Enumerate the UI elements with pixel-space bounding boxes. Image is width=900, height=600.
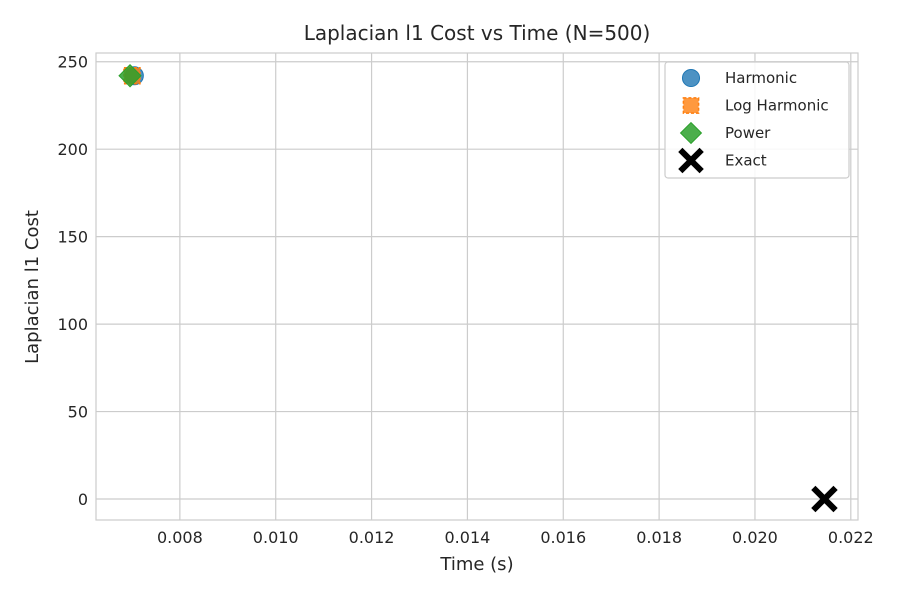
legend-label: Harmonic: [725, 69, 797, 87]
x-tick-label: 0.014: [445, 528, 491, 547]
y-tick-label: 100: [57, 315, 88, 334]
x-axis-label: Time (s): [439, 554, 513, 575]
legend-box: [664, 61, 850, 179]
legend-marker-x: [678, 147, 704, 174]
x-tick-label: 0.016: [540, 528, 586, 547]
legend: Harmonic Log Harmonic Power Exact: [664, 61, 850, 179]
legend-marker-circle: [681, 68, 701, 88]
x-tick-label: 0.012: [349, 528, 395, 547]
x-tick-label: 0.020: [732, 528, 778, 547]
legend-marker-square: [682, 97, 700, 114]
legend-label: Exact: [725, 152, 767, 170]
x-tick-label: 0.018: [636, 528, 682, 547]
data-point-x: [811, 485, 838, 513]
legend-label: Power: [725, 124, 771, 142]
x-tick-label: 0.022: [828, 528, 874, 547]
data-marks: [118, 64, 838, 513]
legend-label: Log Harmonic: [725, 97, 829, 115]
x-tick-label: 0.010: [253, 528, 299, 547]
y-tick-label: 50: [68, 403, 88, 422]
plot-frame: [95, 52, 859, 521]
legend-marker-diamond: [679, 121, 703, 145]
tick-labels: 0.008 0.010 0.012 0.014 0.016 0.018 0.020 0.022…: [57, 53, 873, 547]
y-tick-label: 150: [57, 228, 88, 247]
y-tick-label: 200: [57, 140, 88, 159]
y-axis-label: Laplacian l1 Cost: [22, 210, 43, 364]
x-tick-label: 0.008: [157, 528, 203, 547]
y-tick-label: 250: [57, 53, 88, 72]
data-point-diamond: [118, 64, 142, 88]
y-tick-label: 0: [78, 490, 88, 509]
chart-title: Laplacian l1 Cost vs Time (N=500): [304, 21, 651, 45]
